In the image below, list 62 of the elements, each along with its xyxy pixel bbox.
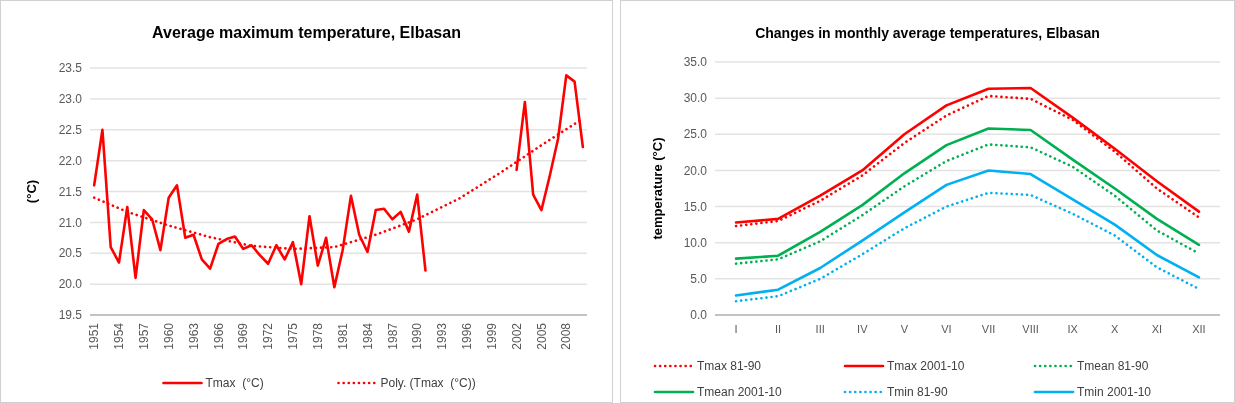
y-tick-label: 19.5 bbox=[58, 308, 83, 323]
y-tick-label: 23.0 bbox=[58, 92, 83, 107]
legend-label: Tmax 81-90 bbox=[697, 359, 762, 374]
x-tick-label: 1999 bbox=[484, 322, 499, 350]
line-series bbox=[734, 169, 1201, 297]
x-tick-label: 1996 bbox=[460, 322, 475, 350]
x-tick-label: 1972 bbox=[261, 322, 276, 350]
x-tick-label: IX bbox=[1067, 323, 1079, 335]
y-tick-label: 21.0 bbox=[58, 215, 83, 230]
legend-label: Tmin 81-90 bbox=[887, 385, 949, 400]
legend-label: Tmean 81-90 bbox=[1077, 359, 1149, 374]
x-tick-label: I bbox=[734, 323, 738, 335]
y-tick-label: 5.0 bbox=[690, 272, 708, 287]
y-tick-label: 10.0 bbox=[683, 235, 708, 250]
x-tick-label: 1993 bbox=[435, 322, 450, 350]
x-tick-label: 1978 bbox=[310, 322, 325, 350]
x-tick-label: 1957 bbox=[137, 322, 152, 350]
x-tick-label: 1984 bbox=[360, 322, 375, 350]
y-tick-label: 20.0 bbox=[58, 277, 83, 292]
x-tick-label: VI bbox=[941, 323, 952, 335]
x-tick-label: II bbox=[775, 323, 782, 335]
y-tick-label: 21.5 bbox=[58, 184, 83, 199]
x-tick-label: V bbox=[900, 323, 909, 335]
legend-label: Tmean 2001-10 bbox=[697, 385, 783, 400]
y-tick-label: 22.5 bbox=[58, 122, 83, 137]
x-tick-label: X bbox=[1111, 323, 1120, 335]
x-tick-label: 1969 bbox=[236, 322, 251, 350]
y-tick-label: 30.0 bbox=[683, 91, 708, 106]
x-tick-label: 1987 bbox=[385, 322, 400, 350]
x-tick-label: 1951 bbox=[87, 322, 102, 350]
x-tick-label: 1963 bbox=[186, 322, 201, 350]
y-tick-label: 20.5 bbox=[58, 246, 83, 261]
x-tick-label: 1960 bbox=[161, 322, 176, 350]
chart-title: Average maximum temperature, Elbasan bbox=[152, 24, 461, 41]
y-tick-label: 23.5 bbox=[58, 61, 83, 76]
x-tick-label: IV bbox=[857, 323, 869, 335]
legend-label: Tmin 2001-10 bbox=[1077, 385, 1152, 400]
x-tick-label: 1966 bbox=[211, 322, 226, 350]
legend-label: Poly. (Tmax (°C)) bbox=[380, 376, 476, 391]
y-tick-label: 22.0 bbox=[58, 153, 83, 168]
x-tick-label: 1981 bbox=[335, 322, 350, 350]
y-axis-title: (°C) bbox=[24, 179, 39, 204]
legend-label: Tmax (°C) bbox=[205, 376, 264, 391]
y-axis-title: temperature (°C) bbox=[650, 137, 665, 240]
x-tick-label: VII bbox=[981, 323, 996, 335]
x-tick-label: 1975 bbox=[286, 322, 301, 350]
y-tick-label: 15.0 bbox=[683, 199, 708, 214]
y-tick-label: 25.0 bbox=[683, 127, 708, 142]
x-tick-label: XII bbox=[1192, 323, 1206, 335]
x-tick-label: XI bbox=[1151, 323, 1163, 335]
y-tick-label: 0.0 bbox=[690, 308, 708, 323]
y-tick-label: 20.0 bbox=[683, 163, 708, 178]
y-tick-label: 35.0 bbox=[683, 55, 708, 70]
x-tick-label: III bbox=[815, 323, 825, 335]
legend-label: Tmax 2001-10 bbox=[887, 359, 965, 374]
x-tick-label: 1990 bbox=[410, 322, 425, 350]
x-tick-label: VIII bbox=[1022, 323, 1039, 335]
x-tick-label: 2008 bbox=[559, 322, 574, 350]
chart-title: Changes in monthly average temperatures, Elbasan bbox=[755, 25, 1100, 41]
x-tick-label: 1954 bbox=[112, 322, 127, 350]
x-tick-label: 2002 bbox=[509, 322, 524, 350]
x-tick-label: 2005 bbox=[534, 322, 549, 350]
